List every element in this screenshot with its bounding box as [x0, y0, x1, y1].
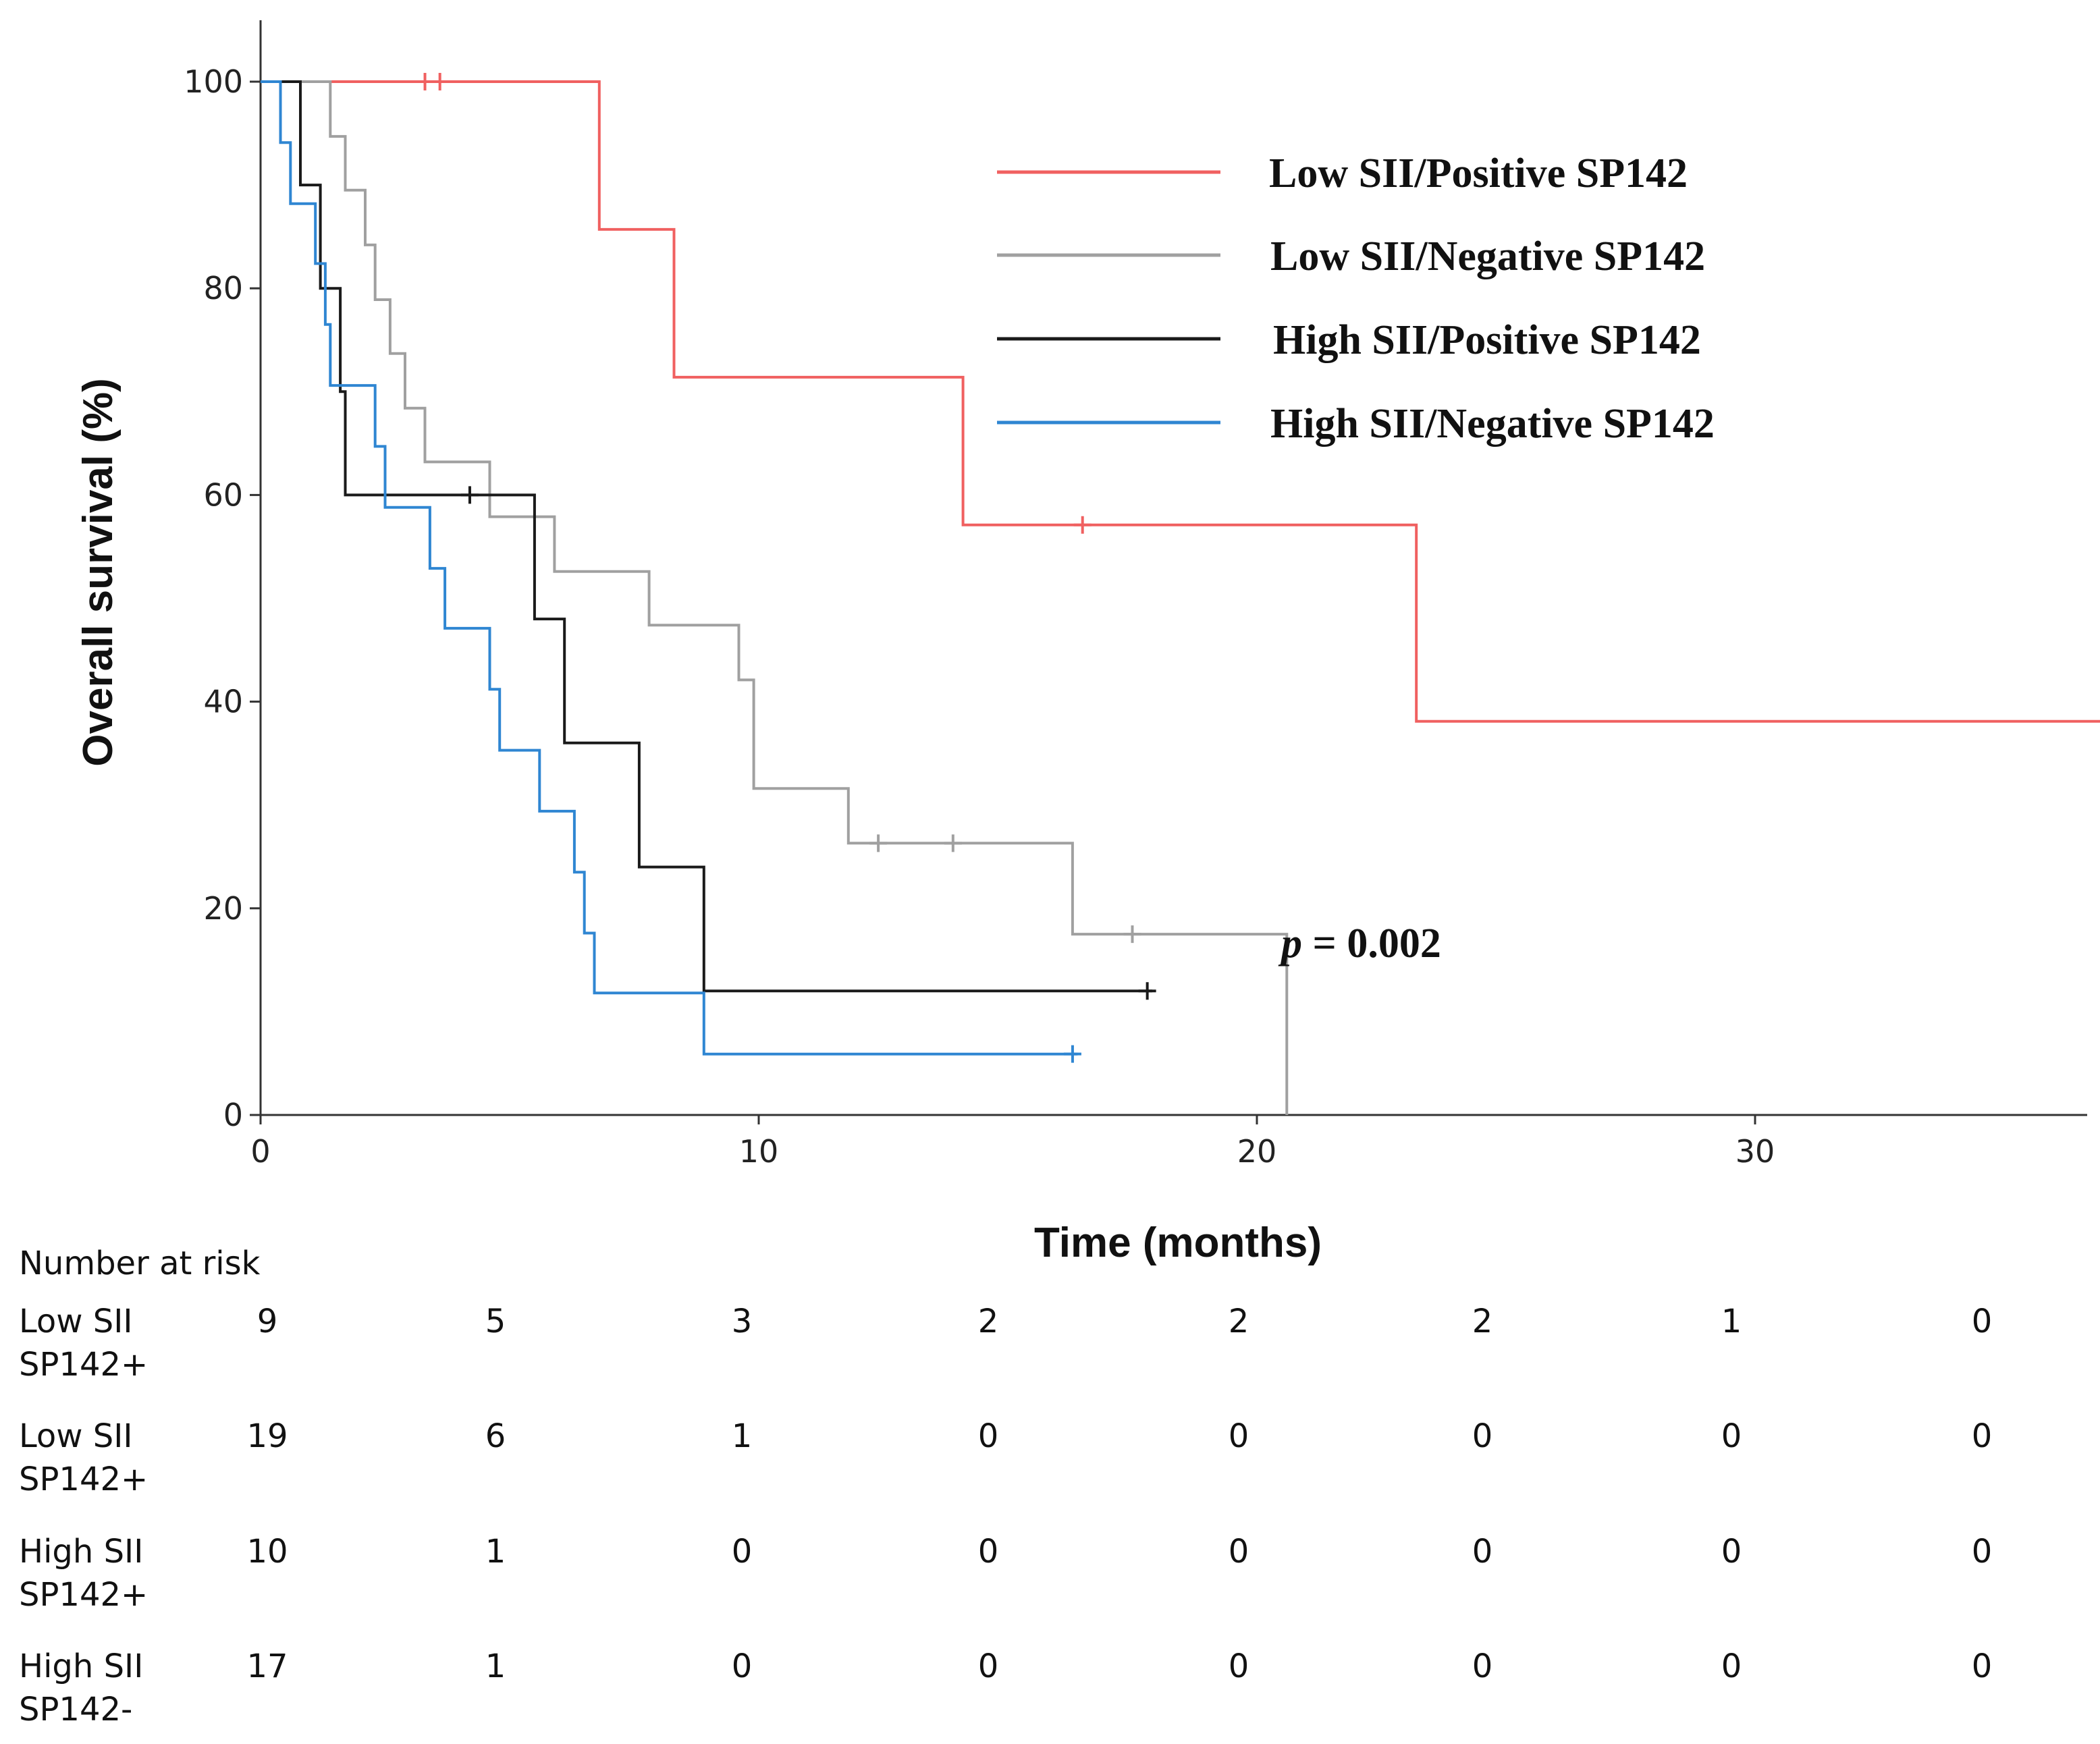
y-tick-label: 40	[203, 684, 243, 720]
axes	[259, 20, 2087, 1116]
risk-count: 0	[1229, 1417, 1249, 1455]
x-tick-label: 30	[1735, 1133, 1775, 1170]
risk-row-label: SP142-	[19, 1691, 132, 1728]
risk-count: 0	[1721, 1533, 1742, 1571]
risk-count: 1	[485, 1533, 506, 1571]
risk-count: 0	[1972, 1417, 1993, 1455]
curve-high-sii-negative	[261, 80, 1078, 1056]
y-tick-label: 80	[203, 270, 243, 306]
risk-count: 19	[246, 1417, 288, 1455]
risk-count: 5	[485, 1303, 506, 1340]
curve-high-sii-positive	[261, 80, 1152, 993]
risk-row-label: High SII	[19, 1647, 143, 1685]
risk-count: 9	[257, 1303, 278, 1340]
risk-row-label: SP142+	[19, 1346, 148, 1384]
y-tick-label: 20	[203, 890, 243, 927]
legend-label: Low SII/Positive SP142	[1269, 151, 1688, 196]
censor-mark	[416, 73, 434, 90]
risk-count: 2	[978, 1303, 999, 1340]
risk-count: 0	[1472, 1533, 1493, 1571]
p-value-text: = 0.002	[1302, 921, 1441, 966]
risk-count: 10	[246, 1533, 288, 1571]
censor-mark	[1123, 925, 1141, 944]
p-value-annotation: p = 0.002	[1278, 921, 1441, 966]
risk-count: 1	[485, 1647, 506, 1685]
risk-row-label: Low SII	[19, 1303, 133, 1340]
risk-count: 0	[1229, 1647, 1249, 1685]
risk-count: 0	[732, 1647, 753, 1685]
risk-count: 17	[246, 1647, 288, 1685]
x-axis-ticks: 010203040506070	[250, 1115, 1775, 1170]
risk-count: 3	[732, 1303, 753, 1340]
censor-mark	[1138, 982, 1156, 1000]
risk-count: 0	[978, 1533, 999, 1571]
x-tick-label: 10	[739, 1133, 779, 1170]
risk-count: 0	[978, 1417, 999, 1455]
x-axis-title: Time (months)	[1034, 1220, 1322, 1266]
censor-mark	[944, 834, 962, 852]
x-tick-label: 20	[1237, 1133, 1277, 1170]
risk-count: 6	[485, 1417, 506, 1455]
legend: Low SII/Positive SP142 Low SII/Negative S…	[997, 151, 1715, 447]
risk-table-title: Number at risk	[19, 1245, 261, 1282]
y-axis-ticks: 0 20 40 60 80 100	[184, 63, 261, 1133]
risk-row-label: SP142+	[19, 1576, 148, 1614]
y-axis-title: Overall survival (%)	[75, 378, 122, 767]
legend-label: High SII/Negative SP142	[1270, 401, 1715, 447]
curve-low-sii-negative	[261, 80, 1289, 1115]
risk-count: 0	[1472, 1417, 1493, 1455]
censor-mark	[1073, 516, 1092, 534]
risk-row-label: High SII	[19, 1533, 143, 1571]
y-tick-label: 0	[223, 1097, 243, 1133]
risk-count: 0	[1472, 1647, 1493, 1685]
censor-mark	[869, 834, 888, 852]
risk-count: 0	[978, 1647, 999, 1685]
y-tick-label: 100	[184, 63, 243, 100]
risk-count: 0	[1721, 1647, 1742, 1685]
censor-mark	[431, 73, 449, 90]
y-tick-label: 60	[203, 476, 243, 513]
x-tick-label: 0	[250, 1133, 270, 1170]
risk-count: 0	[732, 1533, 753, 1571]
risk-count: 1	[732, 1417, 753, 1455]
risk-count: 0	[1972, 1303, 1993, 1340]
risk-count: 0	[1972, 1533, 1993, 1571]
survival-curves	[261, 73, 2100, 1115]
curve-low-sii-positive	[261, 80, 2100, 723]
legend-label: Low SII/Negative SP142	[1270, 234, 1705, 279]
risk-count: 0	[1972, 1647, 1993, 1685]
censor-mark	[1063, 1045, 1081, 1063]
risk-count: 1	[1721, 1303, 1742, 1340]
risk-row-label: Low SII	[19, 1417, 133, 1455]
risk-count: 0	[1721, 1417, 1742, 1455]
p-value-symbol: p	[1278, 921, 1302, 966]
censor-mark	[460, 486, 479, 504]
risk-count: 0	[1229, 1533, 1249, 1571]
risk-row-label: SP142+	[19, 1461, 148, 1498]
legend-label: High SII/Positive SP142	[1273, 317, 1701, 363]
risk-count: 2	[1472, 1303, 1493, 1340]
risk-count: 2	[1229, 1303, 1249, 1340]
